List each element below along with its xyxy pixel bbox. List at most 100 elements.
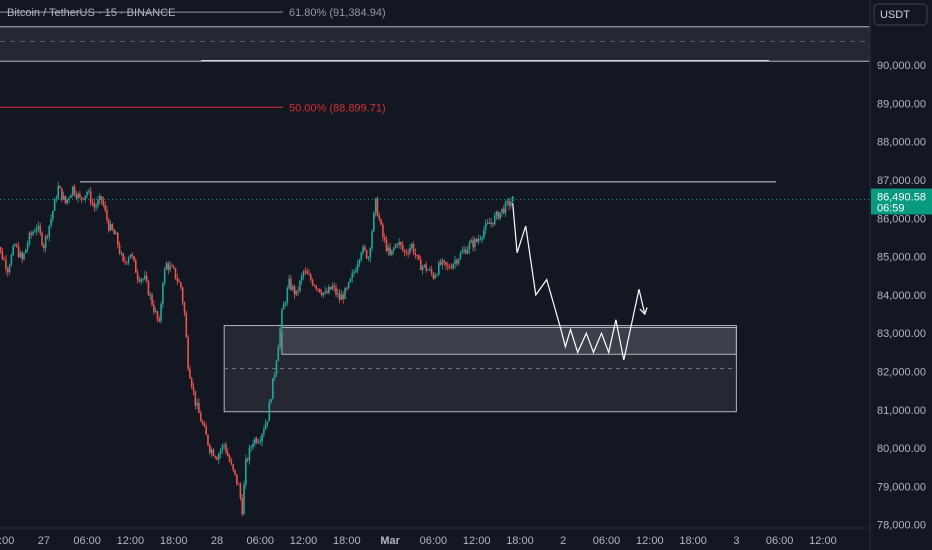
candle [374,197,377,217]
candle [439,258,442,266]
candle [466,246,469,255]
candle [376,196,379,217]
projection-path[interactable] [512,202,646,361]
candle [456,258,458,267]
candle [400,241,402,250]
candle [263,426,265,438]
candle [364,245,366,252]
candle [412,241,415,256]
candle [203,420,206,428]
candle [14,243,16,247]
candle [230,458,233,466]
x-tick-label: 2 [560,535,566,547]
candle [288,274,290,290]
y-tick-label: 82,000.00 [877,367,926,379]
x-tick-label: 18:00 [160,535,188,547]
candle [248,444,251,465]
candle [493,212,496,226]
candle [111,223,114,231]
candle [88,188,90,195]
candle [205,422,207,435]
candle [10,253,13,267]
upper-zone-box[interactable] [0,26,870,62]
candle [409,243,411,256]
candle [346,286,348,292]
x-tick-label: 06:00 [246,535,274,547]
candle [178,278,180,283]
candle [23,252,25,261]
x-tick-label: 12:00 [117,535,145,547]
candle [430,265,433,277]
candle [385,235,388,253]
candle [212,447,215,457]
candle [502,205,505,215]
candle [194,390,197,410]
x-tick-label: 12:00 [463,535,491,547]
candle [322,292,325,299]
candle [77,192,79,203]
candle [169,260,171,272]
candle [510,197,512,209]
candle [125,261,128,266]
candle [457,258,460,266]
candle [383,233,386,244]
candle [93,198,96,212]
candle [39,222,42,236]
candle [174,267,177,281]
candle [25,248,27,254]
candle [438,260,440,276]
currency-button[interactable]: USDT [873,3,928,26]
candle [53,197,56,212]
candle [118,241,121,256]
candle [304,267,307,276]
candle [37,221,40,233]
candle [461,246,464,254]
candle [52,210,54,223]
candle [447,261,449,271]
candle [208,443,211,455]
candle [243,480,245,515]
x-tick-label: 27 [38,535,50,547]
candle [309,272,312,282]
candle [61,188,63,203]
candle [95,203,97,211]
candle [140,278,143,286]
candle [378,212,381,222]
x-tick-label: 18:00 [679,535,707,547]
candle [207,434,209,447]
candle [300,272,303,285]
candle [318,288,321,294]
candle [459,250,462,261]
candle [113,228,115,235]
candle [320,289,323,297]
y-tick-label: 81,000.00 [877,405,926,417]
candle [268,399,271,422]
candle [398,238,400,249]
candle [290,275,292,291]
candle [156,310,159,323]
x-tick-label: 18:00 [333,535,361,547]
candle [416,254,418,260]
candle [1,247,4,261]
currency-button-label: USDT [880,9,910,21]
candle [107,217,110,233]
candle [15,242,18,248]
candle [410,242,413,251]
fib-50-label: 50.00% (88,899.71) [289,102,386,114]
symbol-title[interactable]: Bitcoin / TetherUS · 15 · BINANCE [7,7,176,19]
candle [465,246,467,255]
candle [48,225,51,242]
inner-zone-box[interactable] [281,326,737,355]
candle [445,261,447,270]
candle [122,252,124,263]
candles-layer [0,181,514,517]
candle [255,436,258,445]
candle [264,419,267,431]
candle [349,277,352,283]
candle [317,288,319,293]
candle [225,441,227,455]
candle [50,214,52,229]
candle [486,219,489,225]
